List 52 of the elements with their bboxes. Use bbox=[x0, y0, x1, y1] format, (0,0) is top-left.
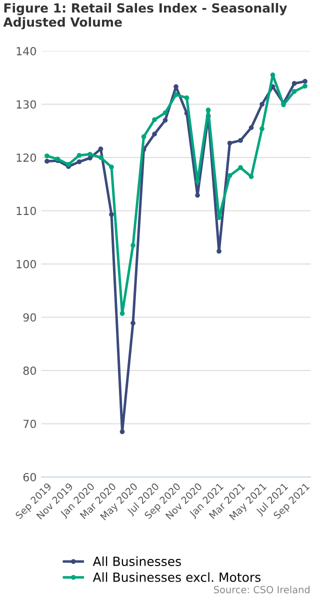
point bbox=[152, 117, 157, 122]
point bbox=[109, 212, 114, 217]
point bbox=[152, 132, 157, 136]
y-tick-label: 120 bbox=[16, 153, 36, 162]
point bbox=[98, 146, 104, 152]
point bbox=[260, 102, 264, 107]
point bbox=[292, 89, 297, 94]
point bbox=[238, 138, 243, 143]
source-note: Source: CSO Ireland bbox=[214, 586, 310, 594]
y-tick-label: 70 bbox=[24, 420, 36, 428]
point bbox=[216, 248, 222, 254]
point bbox=[248, 125, 254, 130]
point bbox=[216, 215, 222, 220]
point bbox=[270, 72, 276, 78]
point bbox=[292, 81, 297, 86]
point bbox=[248, 174, 254, 180]
y-tick-label: 80 bbox=[23, 366, 36, 375]
point bbox=[162, 118, 168, 123]
point bbox=[227, 173, 232, 178]
point bbox=[130, 320, 136, 326]
point bbox=[238, 165, 243, 170]
point bbox=[88, 152, 92, 157]
point bbox=[76, 159, 82, 164]
y-tick-label: 90 bbox=[23, 313, 36, 322]
y-tick-label: 100 bbox=[16, 260, 36, 268]
point bbox=[44, 153, 50, 158]
y-tick-label: 60 bbox=[23, 472, 36, 482]
point bbox=[162, 110, 168, 116]
point bbox=[184, 95, 190, 100]
point bbox=[130, 242, 136, 248]
point bbox=[109, 164, 114, 170]
y-tick-label: 130 bbox=[16, 100, 36, 109]
point bbox=[66, 162, 71, 167]
point bbox=[120, 429, 125, 434]
point bbox=[44, 158, 50, 164]
point bbox=[174, 92, 178, 98]
point bbox=[260, 126, 264, 132]
point bbox=[195, 179, 200, 184]
point bbox=[302, 78, 308, 84]
chart-title: Figure 1: Retail Sales Index - Seasonally Adjusted Volume bbox=[3, 3, 288, 30]
point bbox=[88, 156, 92, 160]
y-tick-label: 140 bbox=[16, 46, 36, 56]
point bbox=[302, 84, 308, 89]
legend-label: All Businesses bbox=[92, 556, 181, 566]
legend-label: All Businesses excl. Motors bbox=[92, 572, 260, 582]
point bbox=[98, 155, 104, 160]
point bbox=[227, 140, 232, 146]
point bbox=[76, 152, 82, 158]
point bbox=[120, 311, 125, 316]
point bbox=[206, 108, 211, 113]
point bbox=[141, 134, 146, 140]
y-tick-label: 110 bbox=[16, 206, 36, 216]
